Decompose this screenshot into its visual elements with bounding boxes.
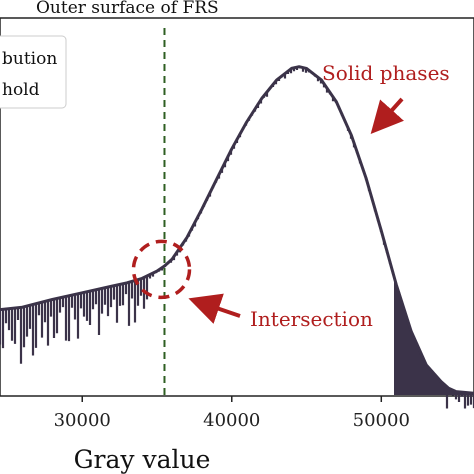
arrow-intersection [188, 293, 241, 324]
intersection-circle [131, 239, 192, 300]
plot-frame [0, 17, 474, 397]
legend-box [0, 35, 67, 109]
annotation-solid-phases: Solid phases [322, 61, 450, 85]
legend-entry-1: bution [2, 49, 57, 69]
series-line [0, 65, 474, 395]
annotation-intersection: Intersection [250, 307, 373, 331]
x-tick-label: 50000 [353, 410, 410, 431]
series-tail-fill [394, 280, 474, 395]
threshold-label: Outer surface of FRS [36, 0, 219, 18]
x-tick-label: 40000 [203, 410, 260, 431]
x-axis-label: Gray value [74, 445, 211, 474]
legend: bution hold [0, 35, 67, 109]
arrow-solid-phases [370, 97, 404, 134]
series-layer [0, 65, 474, 409]
x-tick-label: 30000 [54, 410, 111, 431]
legend-entry-2: hold [2, 80, 40, 100]
x-axis-ticks: 30000 40000 50000 [54, 396, 410, 431]
